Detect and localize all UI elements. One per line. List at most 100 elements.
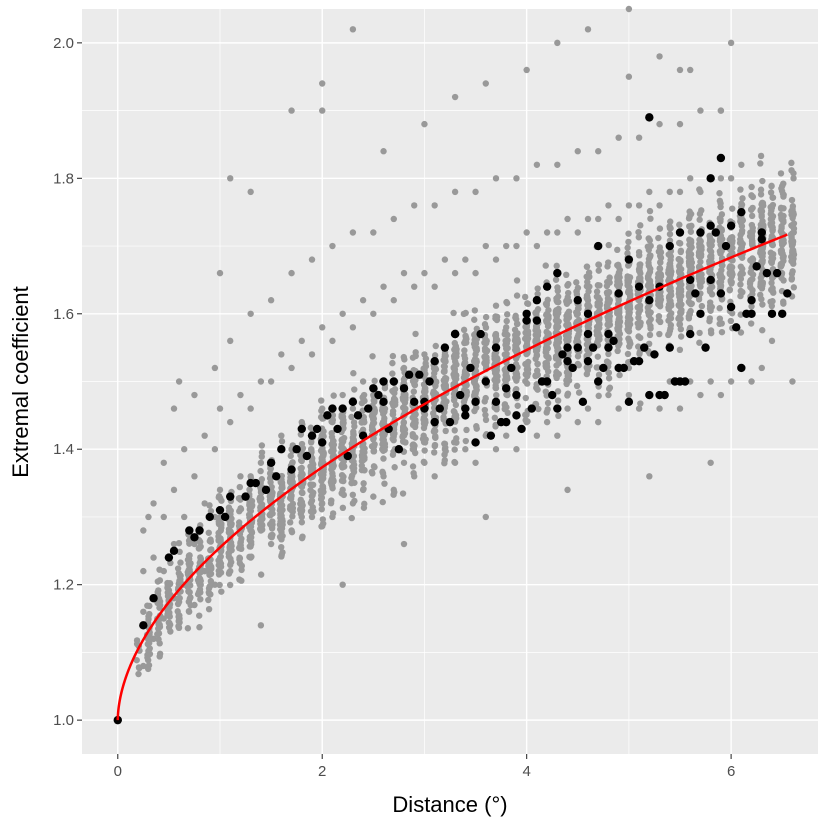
pairwise-point [319, 516, 327, 523]
pairwise-point [226, 542, 234, 549]
pairwise-point [676, 221, 683, 228]
pairwise-point [514, 320, 521, 328]
pairwise-point [441, 368, 448, 375]
pairwise-point [351, 386, 358, 393]
binned-point [195, 526, 204, 535]
binned-point [594, 377, 603, 386]
x-axis-ticks: 0 2 4 6 [114, 754, 735, 780]
binned-point [169, 546, 179, 556]
pairwise-point [624, 350, 632, 358]
pairwise-point [441, 459, 448, 467]
pairwise-point [656, 225, 664, 232]
pairwise-point [349, 437, 357, 445]
pairwise-point [788, 159, 795, 167]
pairwise-point [605, 321, 612, 328]
pairwise-point [737, 186, 744, 193]
binned-point [634, 282, 644, 291]
binned-point [266, 458, 276, 467]
pairwise-point [472, 381, 479, 388]
pairwise-point [603, 282, 611, 290]
binned-point [588, 343, 598, 352]
pairwise-point [544, 399, 552, 407]
pairwise-point [278, 536, 285, 543]
binned-point [527, 404, 536, 413]
pairwise-point [298, 519, 306, 526]
pairwise-point [287, 452, 294, 460]
pairwise-point [267, 479, 274, 486]
pairwise-point [349, 229, 357, 236]
pairwise-point [595, 148, 602, 155]
pairwise-point [739, 195, 746, 202]
y-tick-label: 1.2 [53, 577, 74, 594]
pairwise-point [207, 546, 214, 554]
pairwise-point [431, 352, 439, 359]
pairwise-point [625, 73, 633, 80]
pairwise-point [615, 342, 622, 350]
pairwise-point [431, 473, 438, 480]
pairwise-point [698, 207, 705, 214]
pairwise-point [565, 289, 572, 297]
pairwise-point [789, 214, 796, 222]
pairwise-point [361, 419, 368, 426]
pairwise-point [716, 215, 724, 222]
pairwise-point [319, 488, 326, 495]
pairwise-point [462, 437, 470, 445]
pairwise-point [150, 500, 157, 507]
pairwise-point [170, 540, 178, 548]
pairwise-point [215, 529, 222, 537]
pairwise-point [717, 107, 725, 114]
pairwise-point [594, 353, 602, 360]
pairwise-point [739, 270, 746, 277]
pairwise-point [297, 510, 305, 517]
pairwise-point [278, 438, 286, 445]
pairwise-point [676, 188, 684, 196]
binned-point [634, 356, 644, 366]
pairwise-point [379, 468, 386, 476]
pairwise-point [491, 414, 499, 421]
pairwise-point [154, 630, 161, 638]
pairwise-point [726, 270, 734, 278]
pairwise-point [247, 405, 254, 412]
pairwise-point [330, 392, 337, 399]
pairwise-point [504, 391, 511, 399]
binned-point [721, 241, 731, 251]
pairwise-point [135, 670, 142, 678]
binned-point [650, 350, 659, 359]
pairwise-point [698, 243, 705, 250]
pairwise-point [737, 292, 744, 300]
pairwise-point [473, 325, 481, 332]
pairwise-point [492, 446, 500, 453]
pairwise-point [717, 175, 725, 182]
binned-point [328, 404, 337, 413]
pairwise-point [626, 293, 634, 301]
pairwise-point [553, 362, 560, 369]
pairwise-point [748, 239, 756, 247]
binned-point [272, 472, 281, 481]
fit-line [116, 233, 788, 721]
pairwise-point [238, 566, 245, 574]
pairwise-point [259, 521, 266, 529]
pairwise-point [349, 26, 357, 33]
pairwise-point [186, 595, 193, 602]
pairwise-point [686, 236, 693, 243]
pairwise-point [554, 432, 561, 439]
pairwise-point [176, 594, 183, 602]
pairwise-point [370, 448, 378, 455]
pairwise-point [410, 446, 418, 453]
pairwise-point [389, 359, 396, 367]
pairwise-point [196, 545, 203, 552]
pairwise-point [191, 473, 198, 480]
pairwise-point [174, 600, 182, 608]
pairwise-point [625, 391, 633, 399]
pairwise-point [471, 407, 478, 415]
pairwise-point [554, 39, 561, 47]
pairwise-point [441, 256, 449, 263]
pairwise-point [420, 365, 428, 373]
binned-point [583, 356, 593, 366]
pairwise-point [133, 656, 140, 664]
binned-point [665, 241, 674, 251]
pairwise-point [768, 222, 775, 229]
pairwise-point [247, 543, 254, 550]
pairwise-point [718, 328, 726, 336]
pairwise-point [452, 375, 460, 383]
